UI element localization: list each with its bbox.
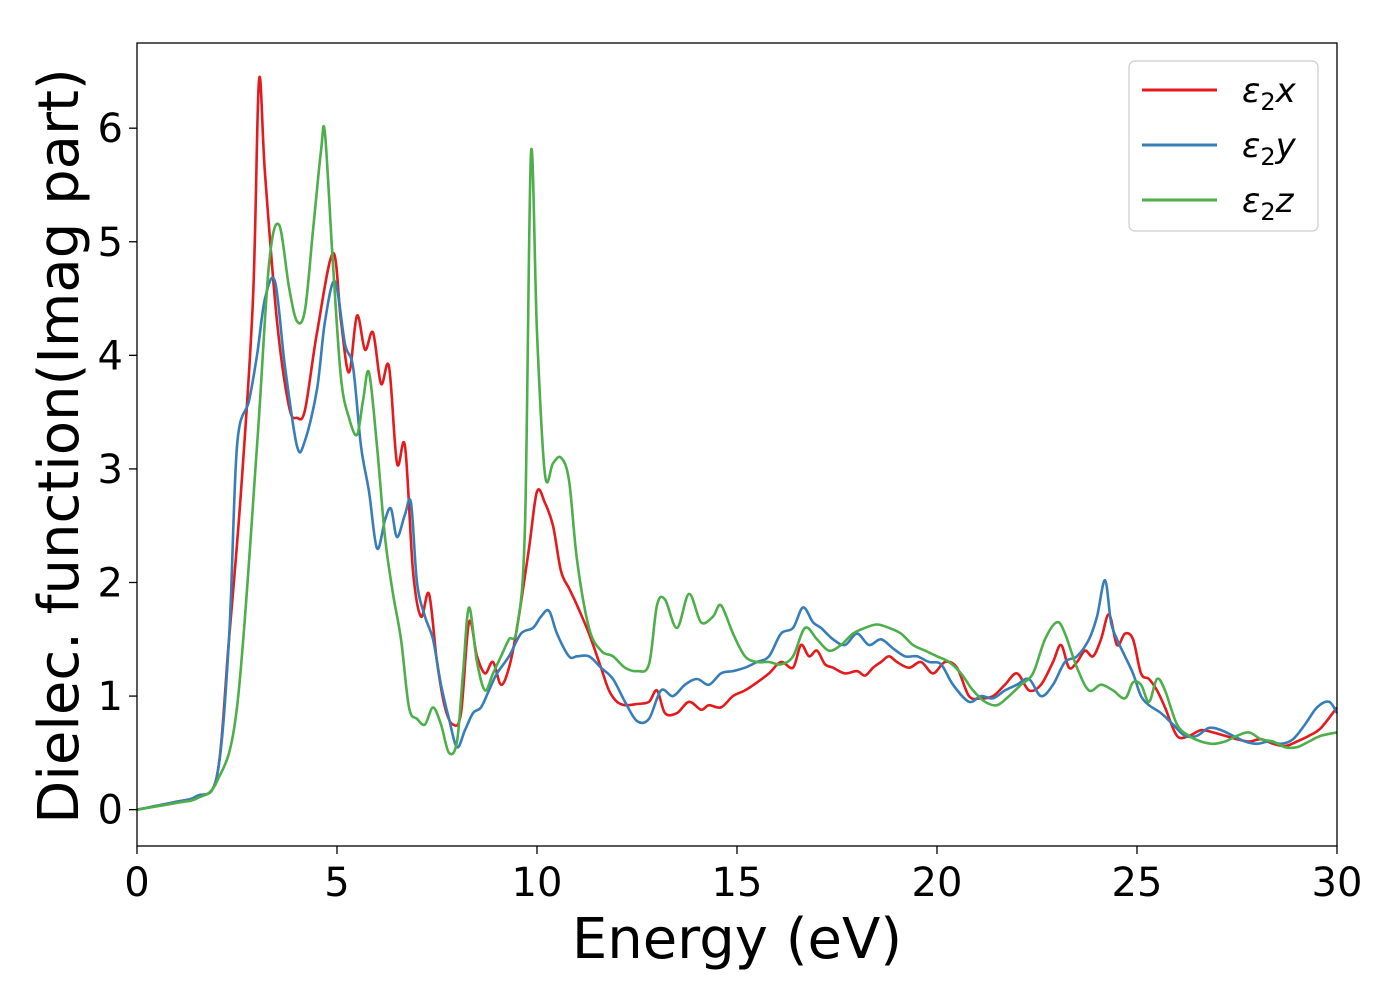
legend-label-z: ε2z (1242, 181, 1295, 226)
legend-box (1128, 60, 1319, 232)
y-axis: 0 1 2 3 4 5 6 (98, 106, 137, 834)
x-tick-label: 10 (512, 860, 563, 906)
x-tick-label: 5 (324, 860, 349, 906)
series-line-z (136, 124, 1338, 811)
y-axis-title: Dielec. function(Imag part) (27, 68, 92, 824)
series-line-x (136, 75, 1339, 811)
legend: ε2x ε2y ε2z (1128, 60, 1319, 232)
series-layer (136, 75, 1339, 811)
legend-label-x: ε2x (1242, 71, 1297, 116)
x-tick-label: 0 (124, 860, 149, 906)
x-tick-label: 30 (1312, 860, 1363, 906)
x-tick-label: 20 (912, 860, 963, 906)
x-tick-label: 25 (1112, 860, 1163, 906)
series-line-y (136, 276, 1339, 811)
x-axis: 0 5 10 15 20 25 30 (124, 846, 1362, 906)
legend-label-y: ε2y (1242, 126, 1297, 171)
y-tick-label: 6 (98, 106, 123, 152)
y-tick-label: 4 (98, 333, 123, 379)
y-tick-label: 0 (98, 788, 123, 834)
y-tick-label: 3 (98, 447, 123, 493)
y-tick-label: 5 (98, 220, 123, 266)
x-axis-title: Energy (eV) (572, 907, 902, 972)
y-tick-label: 1 (98, 674, 123, 720)
y-tick-label: 2 (98, 560, 123, 606)
x-tick-label: 15 (712, 860, 763, 906)
